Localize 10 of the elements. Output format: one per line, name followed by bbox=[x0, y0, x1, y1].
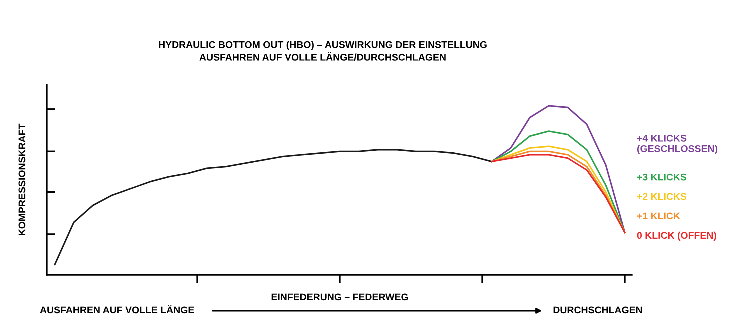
series-label: +1 KLICK bbox=[637, 212, 680, 220]
series-label: 0 KLICK (OFFEN) bbox=[637, 232, 716, 241]
text: +2 KLICKS bbox=[637, 193, 687, 200]
text: AUSFAHREN AUF VOLLE LÄNGE bbox=[40, 305, 194, 314]
y-axis-title: KOMPRESSIONSKRAFT bbox=[18, 124, 26, 236]
text: DURCHSCHLAGEN bbox=[554, 306, 642, 314]
chart-title: HYDRAULIC BOTTOM OUT (HBO) – AUSWIRKUNG DER EINSTELLUNG AUSFAHREN AUF VOLLE LÄNGE/DURCHSCHLAGEN bbox=[159, 41, 487, 61]
x-axis-title: EINFEDERUNG – FEDERWEG bbox=[272, 294, 408, 301]
text: +3 KLICKS bbox=[637, 174, 687, 181]
text: +4 KLICKS (GESCHLOSSEN) bbox=[637, 134, 718, 154]
